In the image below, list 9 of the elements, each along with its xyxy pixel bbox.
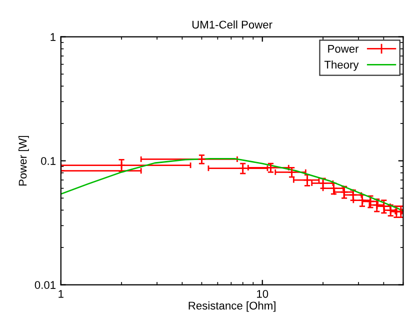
y-axis-title: Power [W] (18, 136, 29, 186)
legend-label: Theory (324, 60, 359, 71)
y-tick-label: 0.01 (34, 281, 56, 289)
y-tick-label: 1 (50, 33, 56, 41)
legend-label: Power (328, 44, 359, 53)
y-tick-label: 0.1 (41, 157, 56, 165)
x-axis-title: Resistance [Ohm] (188, 301, 276, 312)
x-tick-label: 10 (257, 290, 268, 298)
chart-title: UM1-Cell Power (192, 20, 272, 29)
